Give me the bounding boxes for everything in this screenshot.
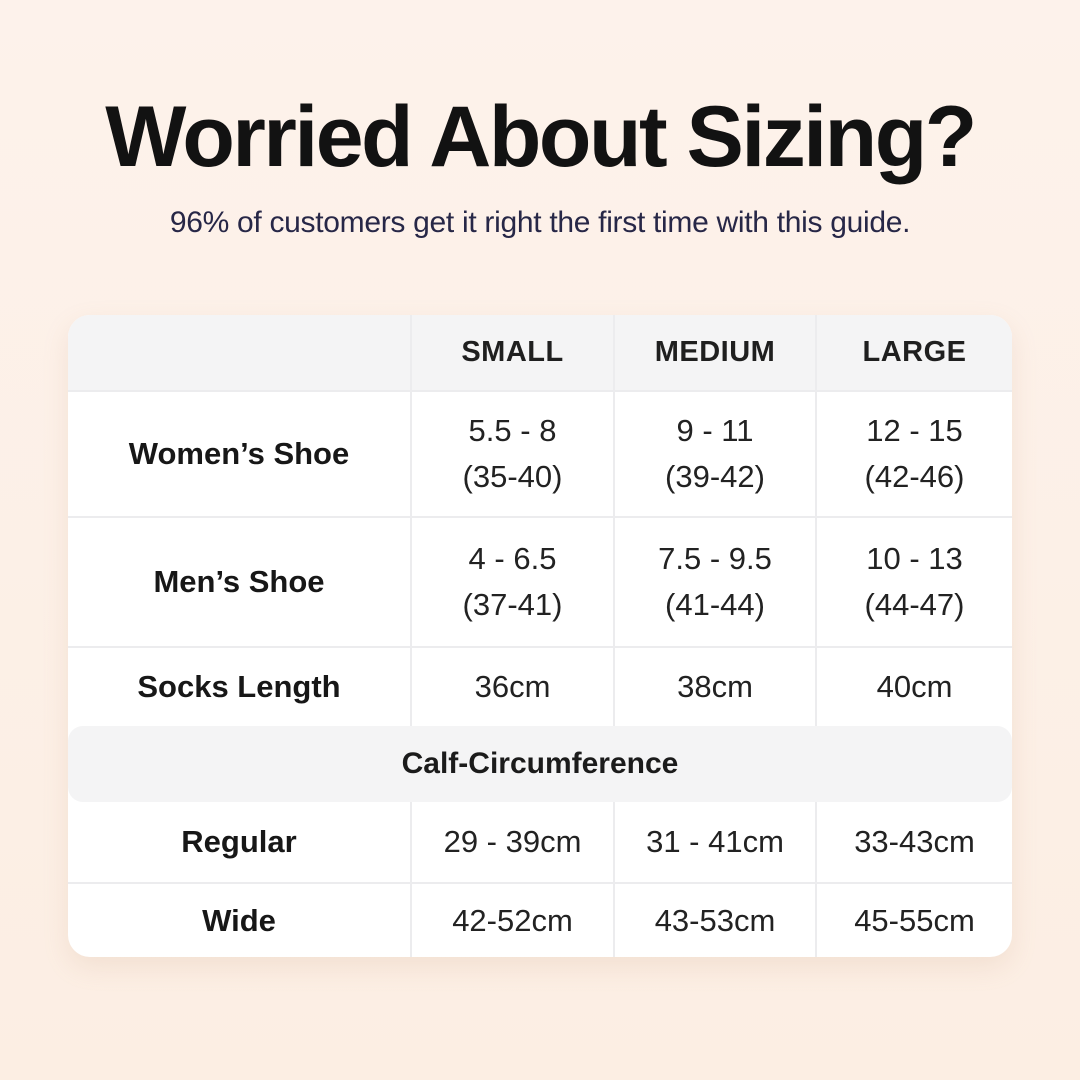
header-small: SMALL [410, 315, 613, 390]
header-empty-cell [68, 315, 410, 390]
womens-medium-us: 9 - 11 [676, 413, 754, 448]
table-row-wide: Wide 42-52cm 43-53cm 45-55cm [68, 884, 1012, 957]
regular-large-cell: 33-43cm [815, 802, 1012, 882]
wide-large-cell: 45-55cm [815, 884, 1012, 957]
socks-large-cell: 40cm [815, 648, 1012, 726]
mens-small-cell: 4 - 6.5 (37-41) [410, 518, 613, 646]
womens-small-cell: 5.5 - 8 (35-40) [410, 392, 613, 516]
mens-medium-cell: 7.5 - 9.5 (41-44) [613, 518, 815, 646]
calf-circumference-section-header: Calf-Circumference [68, 726, 1012, 802]
womens-medium-eu: (39-42) [665, 459, 765, 494]
wide-medium-cell: 43-53cm [613, 884, 815, 957]
table-row-regular: Regular 29 - 39cm 31 - 41cm 33-43cm [68, 802, 1012, 884]
mens-medium-us: 7.5 - 9.5 [658, 541, 772, 576]
womens-small-us: 5.5 - 8 [468, 413, 557, 448]
row-label-womens-shoe: Women’s Shoe [128, 436, 350, 471]
mens-large-cell: 10 - 13 (44-47) [815, 518, 1012, 646]
womens-large-us: 12 - 15 [866, 413, 963, 448]
mens-small-eu: (37-41) [462, 587, 563, 622]
row-label-wide: Wide [202, 902, 276, 938]
size-chart-card: SMALL MEDIUM LARGE Women’s Shoe 5.5 - 8 … [68, 315, 1012, 957]
page-subtitle: 96% of customers get it right the first … [169, 206, 911, 239]
womens-small-eu: (35-40) [462, 459, 563, 494]
socks-medium-cell: 38cm [613, 648, 815, 726]
page-title: Worried About Sizing? [105, 89, 977, 185]
table-row-mens-shoe: Men’s Shoe 4 - 6.5 (37-41) 7.5 - 9.5 (41… [68, 518, 1012, 648]
row-label-mens-shoe: Men’s Shoe [153, 564, 325, 599]
mens-large-us: 10 - 13 [866, 541, 963, 576]
table-row-socks-length: Socks Length 36cm 38cm 40cm [68, 648, 1012, 726]
row-label-regular: Regular [181, 824, 297, 859]
regular-small-cell: 29 - 39cm [410, 802, 613, 882]
womens-large-eu: (42-46) [864, 459, 965, 494]
womens-large-cell: 12 - 15 (42-46) [815, 392, 1012, 516]
header-large: LARGE [815, 315, 1012, 390]
header-medium: MEDIUM [613, 315, 815, 390]
womens-medium-cell: 9 - 11 (39-42) [613, 392, 815, 516]
mens-small-us: 4 - 6.5 [468, 541, 557, 576]
mens-large-eu: (44-47) [864, 587, 965, 622]
mens-medium-eu: (41-44) [665, 587, 765, 622]
regular-medium-cell: 31 - 41cm [613, 802, 815, 882]
socks-small-cell: 36cm [410, 648, 613, 726]
row-label-socks-length: Socks Length [137, 669, 341, 704]
wide-small-cell: 42-52cm [410, 884, 613, 957]
table-row-womens-shoe: Women’s Shoe 5.5 - 8 (35-40) 9 - 11 (39-… [68, 392, 1012, 518]
table-header-row: SMALL MEDIUM LARGE [68, 315, 1012, 392]
